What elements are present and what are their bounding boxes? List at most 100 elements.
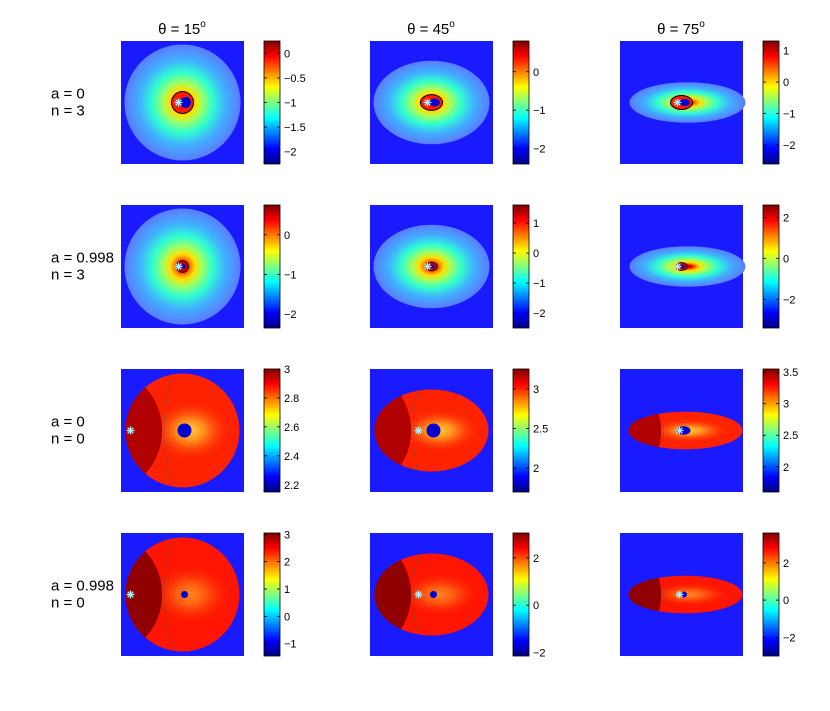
colorbar-tick: −2 bbox=[763, 294, 796, 306]
event-horizon-shadow bbox=[426, 423, 441, 438]
colorbar: 3 2.8 2.6 2.4 2.2 bbox=[263, 364, 299, 493]
theta-symbol: θ = bbox=[407, 21, 432, 38]
colorbar-tick-label: −2 bbox=[533, 308, 546, 320]
colorbar-tick-label: 0 bbox=[533, 600, 539, 612]
colorbar-tick-label: −1 bbox=[533, 105, 546, 117]
panel-r4-c3: 2 0 −2 bbox=[620, 532, 796, 657]
observer-marker bbox=[423, 262, 432, 271]
theta-symbol: θ = bbox=[657, 21, 682, 38]
colorbar-tick-label: 2 bbox=[783, 462, 789, 474]
event-horizon-shadow bbox=[680, 264, 685, 269]
colorbar-tick: 3 bbox=[763, 399, 789, 411]
colorbar: 1 0 −1 −2 bbox=[512, 204, 546, 329]
colorbar-tick-label: 2 bbox=[284, 557, 290, 569]
colorbar-tick: 3 bbox=[513, 384, 539, 396]
column-title-2: θ = 45o bbox=[407, 19, 455, 38]
colorbar-tick: 0 bbox=[513, 248, 539, 260]
colorbar-tick: 2.4 bbox=[264, 451, 299, 463]
colorbar: 2 0 −2 bbox=[512, 532, 546, 659]
panel-r2-c2: 1 0 −1 −2 bbox=[370, 204, 546, 329]
colorbar-tick: 0 bbox=[763, 595, 789, 607]
colorbar-gradient bbox=[512, 40, 530, 165]
colorbar-tick: −2 bbox=[513, 308, 546, 320]
colorbar-gradient bbox=[512, 204, 530, 329]
panel-r1-c3: 1 0 −1 −2 bbox=[620, 40, 796, 165]
colorbar-tick: 0 bbox=[763, 77, 789, 89]
panel-r2-c3: 2 0 −2 bbox=[620, 204, 796, 329]
colorbar-tick: −2 bbox=[264, 147, 297, 159]
event-horizon-shadow bbox=[181, 264, 186, 269]
colorbar-tick-label: 2.6 bbox=[284, 422, 299, 434]
colorbar-tick-label: 0 bbox=[284, 611, 290, 623]
colorbar-tick-label: 2.4 bbox=[284, 451, 299, 463]
colorbar-tick-label: −2 bbox=[284, 147, 297, 159]
observer-marker bbox=[414, 426, 423, 435]
heatmap-image bbox=[370, 205, 493, 328]
colorbar-tick: 2 bbox=[513, 463, 539, 475]
heatmap-image bbox=[121, 41, 244, 164]
colorbar-gradient bbox=[263, 532, 281, 657]
colorbar-tick: 2 bbox=[264, 557, 290, 569]
colorbar: 0 −0.5 −1 −1.5 −2 bbox=[263, 40, 306, 165]
heatmap-image bbox=[121, 533, 244, 656]
colorbar-tick-label: 3.5 bbox=[783, 367, 798, 379]
event-horizon-shadow bbox=[430, 591, 437, 598]
colorbar-tick: 3.5 bbox=[763, 367, 798, 379]
colorbar-tick: 2.2 bbox=[264, 480, 299, 492]
panel-r1-c1: 0 −0.5 −1 −1.5 −2 bbox=[121, 40, 306, 165]
colorbar-tick: 0 bbox=[513, 67, 539, 79]
observer-marker bbox=[673, 262, 682, 271]
panel-r4-c2: 2 0 −2 bbox=[370, 532, 546, 659]
heatmap-image bbox=[620, 533, 743, 656]
observer-marker bbox=[126, 590, 135, 599]
colorbar-tick-label: 1 bbox=[533, 218, 539, 230]
observer-marker bbox=[174, 98, 183, 107]
row-label-n: n = 3 bbox=[51, 267, 85, 284]
colorbar-tick-label: −0.5 bbox=[284, 73, 306, 85]
event-horizon-shadow bbox=[180, 97, 191, 108]
colorbar-tick-label: 2 bbox=[533, 463, 539, 475]
colorbar-tick-label: 3 bbox=[783, 399, 789, 411]
colorbar-gradient bbox=[512, 368, 530, 493]
colorbar-tick-label: 2.5 bbox=[533, 424, 548, 436]
colorbar-gradient bbox=[762, 368, 780, 493]
heatmap-image bbox=[620, 369, 743, 492]
colorbar-tick-label: 0 bbox=[783, 253, 789, 265]
panel-r3-c2: 32.52 bbox=[370, 368, 548, 493]
heatmap-image bbox=[121, 205, 244, 328]
colorbar-gradient bbox=[762, 40, 780, 165]
colorbar: 2 0 −2 bbox=[762, 532, 796, 657]
colorbar-tick-label: −2 bbox=[284, 309, 297, 321]
theta-symbol: θ = bbox=[158, 21, 183, 38]
colorbar-tick: −0.5 bbox=[264, 73, 306, 85]
colorbar: 1 0 −1 −2 bbox=[762, 40, 796, 165]
colorbar-tick: 2.5 bbox=[763, 430, 798, 442]
colorbar: 0 −1 −2 bbox=[512, 40, 546, 165]
colorbar-tick: 1 bbox=[763, 45, 789, 57]
colorbar-tick: −1.5 bbox=[264, 122, 306, 134]
row-label-n: n = 0 bbox=[51, 431, 85, 448]
event-horizon-shadow bbox=[429, 98, 440, 107]
theta-value: 75 bbox=[683, 21, 700, 38]
colorbar: 32.52 bbox=[512, 368, 548, 493]
colorbar-tick: 1 bbox=[264, 584, 290, 596]
colorbar: 3.5 3 2.5 2 bbox=[762, 367, 798, 493]
theta-value: 45 bbox=[433, 21, 450, 38]
column-title-3: θ = 75o bbox=[657, 19, 705, 38]
colorbar-tick: 0 bbox=[264, 48, 290, 60]
colorbar-tick: −2 bbox=[264, 309, 297, 321]
observer-marker bbox=[126, 426, 135, 435]
observer-marker bbox=[174, 262, 183, 271]
colorbar-gradient bbox=[263, 204, 281, 329]
colorbar-tick: −1 bbox=[763, 109, 796, 121]
colorbar: 0 −1 −2 bbox=[263, 204, 297, 329]
degree-unit: o bbox=[699, 19, 705, 30]
colorbar-tick-label: −2 bbox=[533, 647, 546, 659]
colorbar-tick-label: 0 bbox=[284, 230, 290, 242]
colorbar-tick: 2 bbox=[513, 553, 539, 565]
colorbar-tick: 2 bbox=[763, 558, 789, 570]
colorbar-tick: −2 bbox=[763, 140, 796, 152]
event-horizon-shadow bbox=[177, 423, 192, 438]
colorbar-tick: 0 bbox=[513, 600, 539, 612]
